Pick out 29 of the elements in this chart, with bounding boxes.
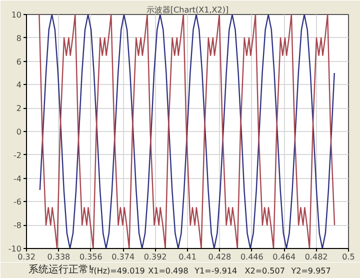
x-tick-label: 0.428 — [208, 252, 232, 262]
text: Y2=9.957 — [290, 266, 331, 276]
text: 系统运行正常! — [28, 264, 92, 276]
y-tick-label: 10 — [11, 10, 22, 20]
x-tick-label: 0.446 — [240, 252, 264, 262]
x-tick-label: 0.482 — [304, 252, 328, 262]
x-tick-label: 0.374 — [112, 252, 135, 262]
y-tick-label: -8 — [14, 221, 22, 230]
y-tick-label: -10 — [8, 244, 22, 254]
chart-title: 示波器[Chart(X1,X2)] — [146, 6, 229, 14]
x-tick-label: 0.32 — [18, 252, 36, 262]
text: X1=0.498 — [148, 266, 188, 276]
y-tick-label: 2 — [16, 104, 22, 114]
text: Y1=-9.914 — [194, 266, 238, 276]
y-tick-label: -6 — [14, 198, 22, 207]
y-tick-label: 6 — [16, 57, 22, 66]
x-tick-label: 0.392 — [144, 252, 167, 262]
y-tick-label: 4 — [16, 80, 22, 90]
text: X2=0.507 — [244, 266, 285, 276]
y-tick-label: 0 — [16, 128, 22, 136]
y-tick-label: 8 — [16, 34, 22, 43]
y-tick-label: -2 — [14, 150, 22, 160]
y-tick-label: -4 — [14, 174, 22, 184]
x-tick-label: 0.5 — [342, 252, 355, 262]
x-tick-label: 0.464 — [272, 252, 296, 262]
x-tick-label: 0.41 — [178, 252, 196, 262]
text: f(Hz)=49.019 — [90, 266, 145, 276]
x-tick-label: 0.338 — [47, 252, 70, 262]
x-tick-label: 0.356 — [79, 252, 102, 262]
